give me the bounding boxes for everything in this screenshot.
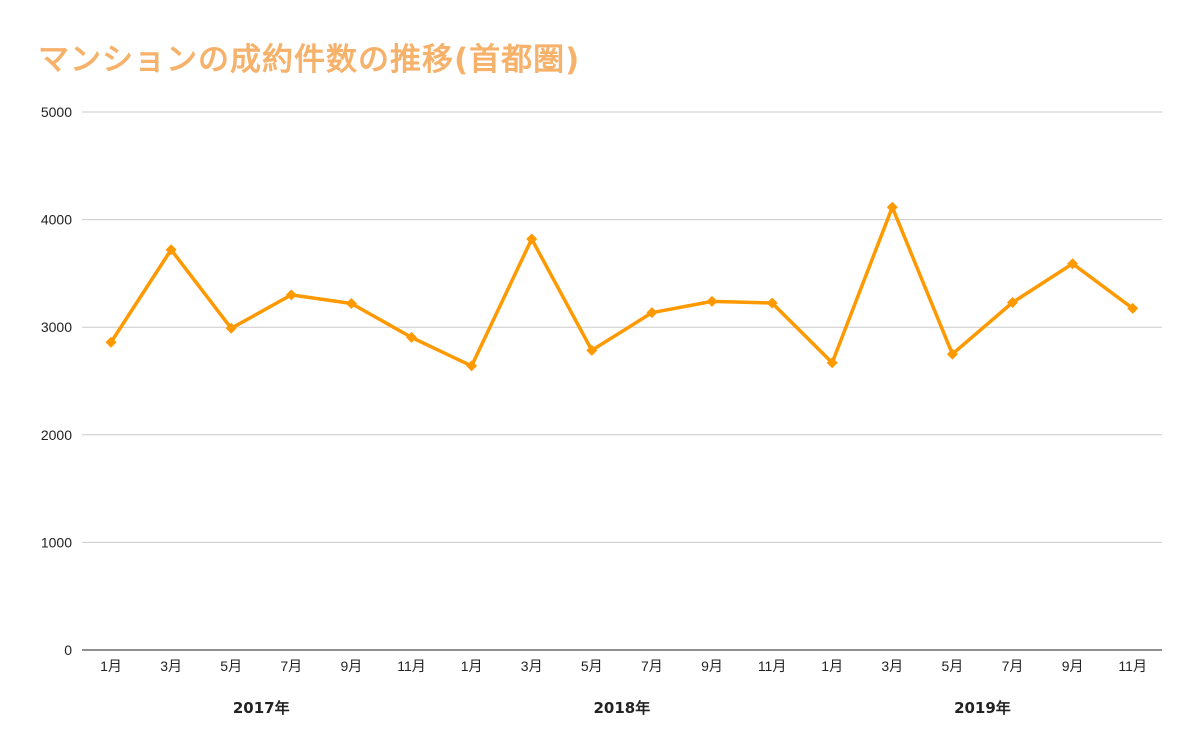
y-tick-label: 3000 bbox=[41, 319, 72, 335]
x-tick-label: 1月 bbox=[100, 658, 122, 674]
gridlines bbox=[82, 111, 1162, 651]
data-point bbox=[345, 298, 357, 310]
y-axis-ticks: 0 1000 2000 3000 4000 5000 bbox=[41, 104, 72, 658]
data-point bbox=[646, 307, 658, 319]
year-groups: 2017年 2018年 2019年 bbox=[233, 699, 1011, 717]
x-tick-label: 1月 bbox=[461, 658, 483, 674]
data-point bbox=[105, 336, 117, 348]
y-tick-label: 0 bbox=[64, 642, 72, 658]
y-tick-label: 4000 bbox=[41, 212, 72, 228]
data-point bbox=[466, 360, 478, 372]
year-group-label: 2019年 bbox=[954, 699, 1011, 717]
x-tick-label: 3月 bbox=[160, 658, 182, 674]
year-group-label: 2018年 bbox=[593, 699, 650, 717]
data-point bbox=[826, 357, 838, 369]
x-tick-label: 9月 bbox=[701, 658, 723, 674]
x-tick-label: 5月 bbox=[942, 658, 964, 674]
x-axis-ticks: 1月 3月 5月 7月 9月 11月 1月 3月 5月 7月 9月 11月 1月 3月 5月 7月 9月 11月 bbox=[100, 658, 1147, 674]
x-tick-label: 3月 bbox=[881, 658, 903, 674]
data-point bbox=[526, 233, 538, 245]
data-point bbox=[886, 201, 898, 213]
data-point bbox=[285, 289, 297, 301]
data-point bbox=[225, 322, 237, 334]
y-tick-label: 2000 bbox=[41, 427, 72, 443]
x-tick-label: 3月 bbox=[521, 658, 543, 674]
chart-title: マンションの成約件数の推移(首都圏) bbox=[38, 42, 581, 78]
data-point bbox=[766, 297, 778, 309]
x-tick-label: 11月 bbox=[758, 658, 787, 674]
x-tick-label: 1月 bbox=[821, 658, 843, 674]
data-point bbox=[1127, 302, 1139, 314]
x-tick-label: 7月 bbox=[280, 658, 302, 674]
data-point bbox=[165, 244, 177, 256]
x-tick-label: 5月 bbox=[220, 658, 242, 674]
x-tick-label: 11月 bbox=[1118, 658, 1147, 674]
data-point bbox=[706, 295, 718, 307]
x-tick-label: 9月 bbox=[341, 658, 363, 674]
x-tick-label: 5月 bbox=[581, 658, 603, 674]
data-point bbox=[1007, 296, 1018, 308]
data-point bbox=[946, 348, 958, 360]
x-tick-label: 9月 bbox=[1062, 658, 1084, 674]
y-tick-label: 1000 bbox=[41, 534, 72, 550]
year-group-label: 2017年 bbox=[233, 699, 290, 717]
x-tick-label: 11月 bbox=[397, 658, 426, 674]
data-point bbox=[1067, 258, 1079, 270]
x-tick-label: 7月 bbox=[1002, 658, 1024, 674]
series-line bbox=[109, 205, 1135, 368]
data-point bbox=[406, 331, 417, 343]
x-tick-label: 7月 bbox=[641, 658, 663, 674]
data-point bbox=[586, 344, 598, 356]
y-tick-label: 5000 bbox=[41, 104, 72, 120]
series-layer bbox=[105, 201, 1139, 372]
